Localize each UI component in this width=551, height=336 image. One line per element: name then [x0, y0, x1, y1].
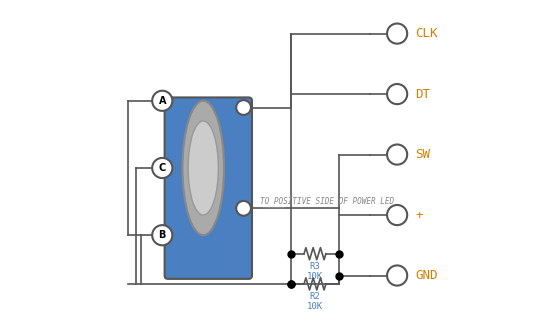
Circle shape: [236, 201, 251, 216]
Text: DT: DT: [415, 88, 431, 100]
Circle shape: [152, 225, 172, 245]
Circle shape: [236, 100, 251, 115]
Text: A: A: [159, 96, 166, 106]
Text: R2: R2: [310, 292, 320, 301]
Text: Encoder: Encoder: [171, 74, 235, 88]
Text: 10K: 10K: [307, 302, 323, 311]
Text: +: +: [415, 209, 423, 221]
Circle shape: [387, 144, 407, 165]
Circle shape: [152, 91, 172, 111]
Ellipse shape: [188, 121, 218, 215]
Text: GND: GND: [415, 269, 438, 282]
Ellipse shape: [182, 101, 224, 235]
Text: C: C: [159, 163, 166, 173]
Circle shape: [387, 24, 407, 44]
Text: CLK: CLK: [415, 27, 438, 40]
Circle shape: [152, 158, 172, 178]
FancyBboxPatch shape: [165, 97, 252, 279]
Text: B: B: [159, 230, 166, 240]
Text: 10K: 10K: [307, 272, 323, 281]
Text: SW: SW: [415, 148, 431, 161]
Text: TO POSITIVE SIDE OF POWER LED: TO POSITIVE SIDE OF POWER LED: [261, 197, 395, 206]
Circle shape: [387, 205, 407, 225]
Circle shape: [387, 84, 407, 104]
Text: R3: R3: [310, 262, 320, 271]
Circle shape: [387, 265, 407, 286]
